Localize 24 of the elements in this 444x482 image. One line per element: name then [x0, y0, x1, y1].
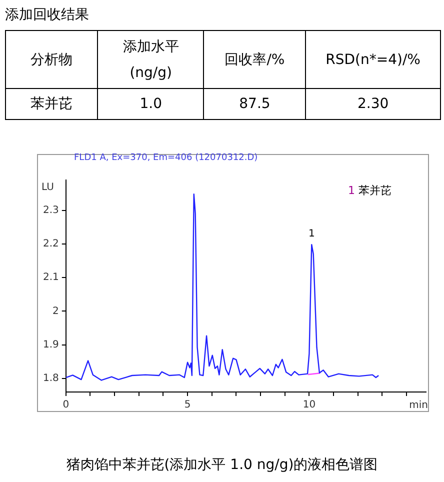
- x-axis-title: min: [409, 400, 428, 411]
- chart-subtitle: FLD1 A, Ex=370, Em=406 (12070312.D): [74, 153, 258, 163]
- y-axis-title: LU: [41, 182, 54, 193]
- text: 87.5: [204, 88, 306, 120]
- x-tick-label: 0: [62, 400, 70, 411]
- text: 猪肉馅中苯并芘(添加水平 1.0 ng/g)的液相色谱图: [65, 456, 379, 474]
- y-tick-label: 2.3: [42, 204, 59, 216]
- y-tick-label: 1.8: [42, 373, 59, 384]
- y-tick-label: 2: [52, 306, 59, 317]
- text: 添加水平 (ng/g): [98, 30, 204, 88]
- annotation: 1: [308, 228, 315, 240]
- text: 1.0: [98, 88, 204, 120]
- text: 添加回收结果: [5, 6, 90, 25]
- text: RSD(n*=4)/%: [306, 30, 440, 88]
- y-tick-label: 1.9: [42, 339, 59, 350]
- y-tick-label: 2.2: [42, 238, 59, 250]
- annotation: 1 苯并芘: [348, 184, 392, 197]
- text: 2.30: [306, 88, 440, 120]
- x-tick-label: 10: [302, 400, 316, 411]
- text: 分析物: [6, 30, 98, 88]
- x-tick-label: 5: [184, 400, 191, 411]
- y-tick-label: 2.1: [42, 272, 59, 284]
- text: 苯并芘: [6, 88, 98, 120]
- text: 回收率/%: [204, 30, 306, 88]
